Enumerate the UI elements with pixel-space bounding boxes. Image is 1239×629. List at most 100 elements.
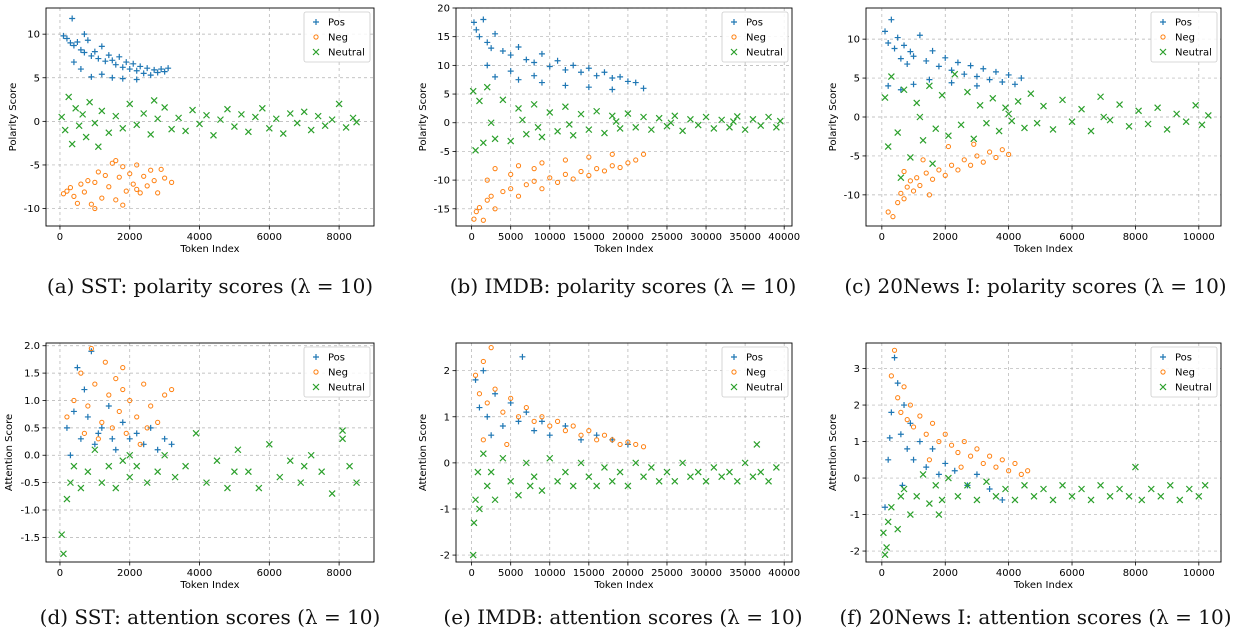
data-point-pos [154,446,161,453]
data-point-neg [531,178,537,184]
data-point-neg [64,188,70,194]
data-point-neutral [741,126,749,134]
data-point-neutral [686,473,694,481]
data-point-neutral [938,91,946,99]
data-point-pos [63,424,70,431]
data-point-neutral [98,479,106,487]
data-point-pos [484,413,491,420]
data-point-pos [888,409,895,416]
data-point-neg [127,171,133,177]
data-point-pos [109,74,116,81]
data-point-neutral [507,477,515,485]
data-point-neg [633,157,639,163]
data-point-neg [78,181,84,187]
chart-b: 0 5000 10000 15000 20000 25000 30000 35000 40000… [418,4,800,256]
data-point-neutral [585,126,593,134]
data-point-neg [562,428,568,434]
data-point-neg [980,460,986,467]
data-point-neutral [906,511,914,518]
legend-marker-neutral [1159,383,1167,391]
data-point-pos [578,436,585,443]
data-point-pos [98,424,105,431]
data-point-pos [112,446,119,453]
data-point-neg [594,166,600,172]
data-point-pos [499,422,506,429]
x-tick-label: 4000 [996,232,1021,243]
data-point-pos [112,61,119,68]
legend-label-neutral: Neutral [746,48,783,59]
data-point-pos [137,63,144,70]
data-point-neutral [944,474,952,482]
x-tick-label: 35000 [729,232,761,243]
data-point-neutral [203,479,210,487]
data-point-neutral [1068,118,1076,126]
x-tick-label: 0 [468,568,474,579]
data-point-pos [147,424,154,431]
data-point-neg [67,185,74,191]
data-point-pos [951,467,958,474]
data-point-pos [888,16,895,23]
data-point-neg [901,196,907,202]
data-point-pos [81,31,88,38]
data-point-neutral [772,123,780,131]
data-point-neutral [1176,496,1184,504]
data-point-neg [484,197,490,203]
data-point-neutral [1097,481,1104,489]
data-point-pos [973,82,980,89]
data-point-neutral [154,115,162,123]
data-point-neutral [1014,98,1022,105]
data-point-pos [519,353,526,360]
data-point-neg [74,200,81,206]
y-tick-label: -5 [440,147,450,158]
data-point-neutral [702,477,710,485]
data-point-neutral [925,82,933,90]
data-point-neutral [1005,110,1013,118]
data-point-neg [141,381,147,387]
data-point-pos [109,435,116,442]
data-point-neutral [349,114,357,122]
data-point-neutral [569,131,577,139]
data-point-neg [99,419,105,425]
data-point-neutral [776,117,784,125]
legend-marker-pos [313,19,319,25]
data-point-neutral [671,112,679,120]
data-point-pos [507,52,514,59]
data-point-neutral [470,519,478,527]
data-point-neg [144,425,150,431]
data-point-neutral [900,86,908,94]
data-point-neg [488,193,494,199]
data-point-pos [523,56,530,63]
data-point-neutral [483,482,491,490]
data-point-neutral [1116,485,1123,493]
data-point-neutral [1030,492,1038,500]
data-point-neutral [265,124,273,132]
data-point-neutral [530,100,538,108]
data-point-neg [130,181,136,187]
data-point-pos [901,402,908,409]
data-point-pos [105,402,112,409]
data-point-neutral [133,121,141,129]
x-tick-label: 0 [57,232,63,243]
data-point-neutral [161,103,169,111]
plot-frame [45,342,375,563]
data-point-neg [929,420,936,426]
data-point-neg [570,176,576,182]
data-point-pos [515,44,522,51]
legend-label-pos: Pos [746,18,763,29]
data-point-neutral [286,110,294,117]
data-point-neutral [314,112,322,120]
data-point-pos [140,70,147,77]
data-point-neg [936,438,942,445]
y-tick-label: 3 [854,364,860,375]
data-point-pos [480,367,487,374]
x-tick-label: 8000 [1123,568,1148,579]
data-point-neg [895,200,901,206]
data-point-neg [515,193,522,199]
data-point-neg [92,205,98,212]
legend: Pos Neg Neutral [1150,11,1218,63]
data-point-neg [890,214,896,220]
data-point-neg [134,186,140,192]
data-point-neg [885,209,891,215]
data-point-neutral [1002,104,1009,112]
data-point-pos [973,471,980,478]
